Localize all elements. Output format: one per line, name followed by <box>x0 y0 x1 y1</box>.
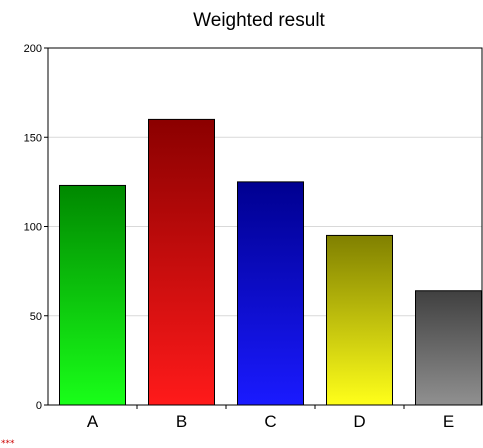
plot-frame <box>47 47 483 406</box>
y-tick-label: 150 <box>24 132 42 144</box>
chart-title: Weighted result <box>193 10 325 31</box>
bar-e <box>415 290 482 406</box>
bar-a <box>59 184 126 406</box>
bar-d <box>326 234 393 406</box>
x-tick-label-b: B <box>176 412 187 431</box>
y-axis-ticks: 0 50 100 150 200 <box>24 43 48 412</box>
x-tick-label-a: A <box>87 412 99 431</box>
x-tick-label-c: C <box>264 412 276 431</box>
bar-c <box>237 181 304 406</box>
bar-b <box>148 118 215 406</box>
watermark-stars: *** <box>1 439 15 448</box>
x-axis-ticks: A B C D E <box>87 405 454 431</box>
y-tick-label: 0 <box>36 400 42 412</box>
y-tick-label: 200 <box>24 43 42 55</box>
x-tick-label-d: D <box>353 412 365 431</box>
x-tick-label-e: E <box>443 412 454 431</box>
y-tick-label: 50 <box>30 311 42 323</box>
y-tick-label: 100 <box>24 222 42 234</box>
bars <box>59 118 482 406</box>
